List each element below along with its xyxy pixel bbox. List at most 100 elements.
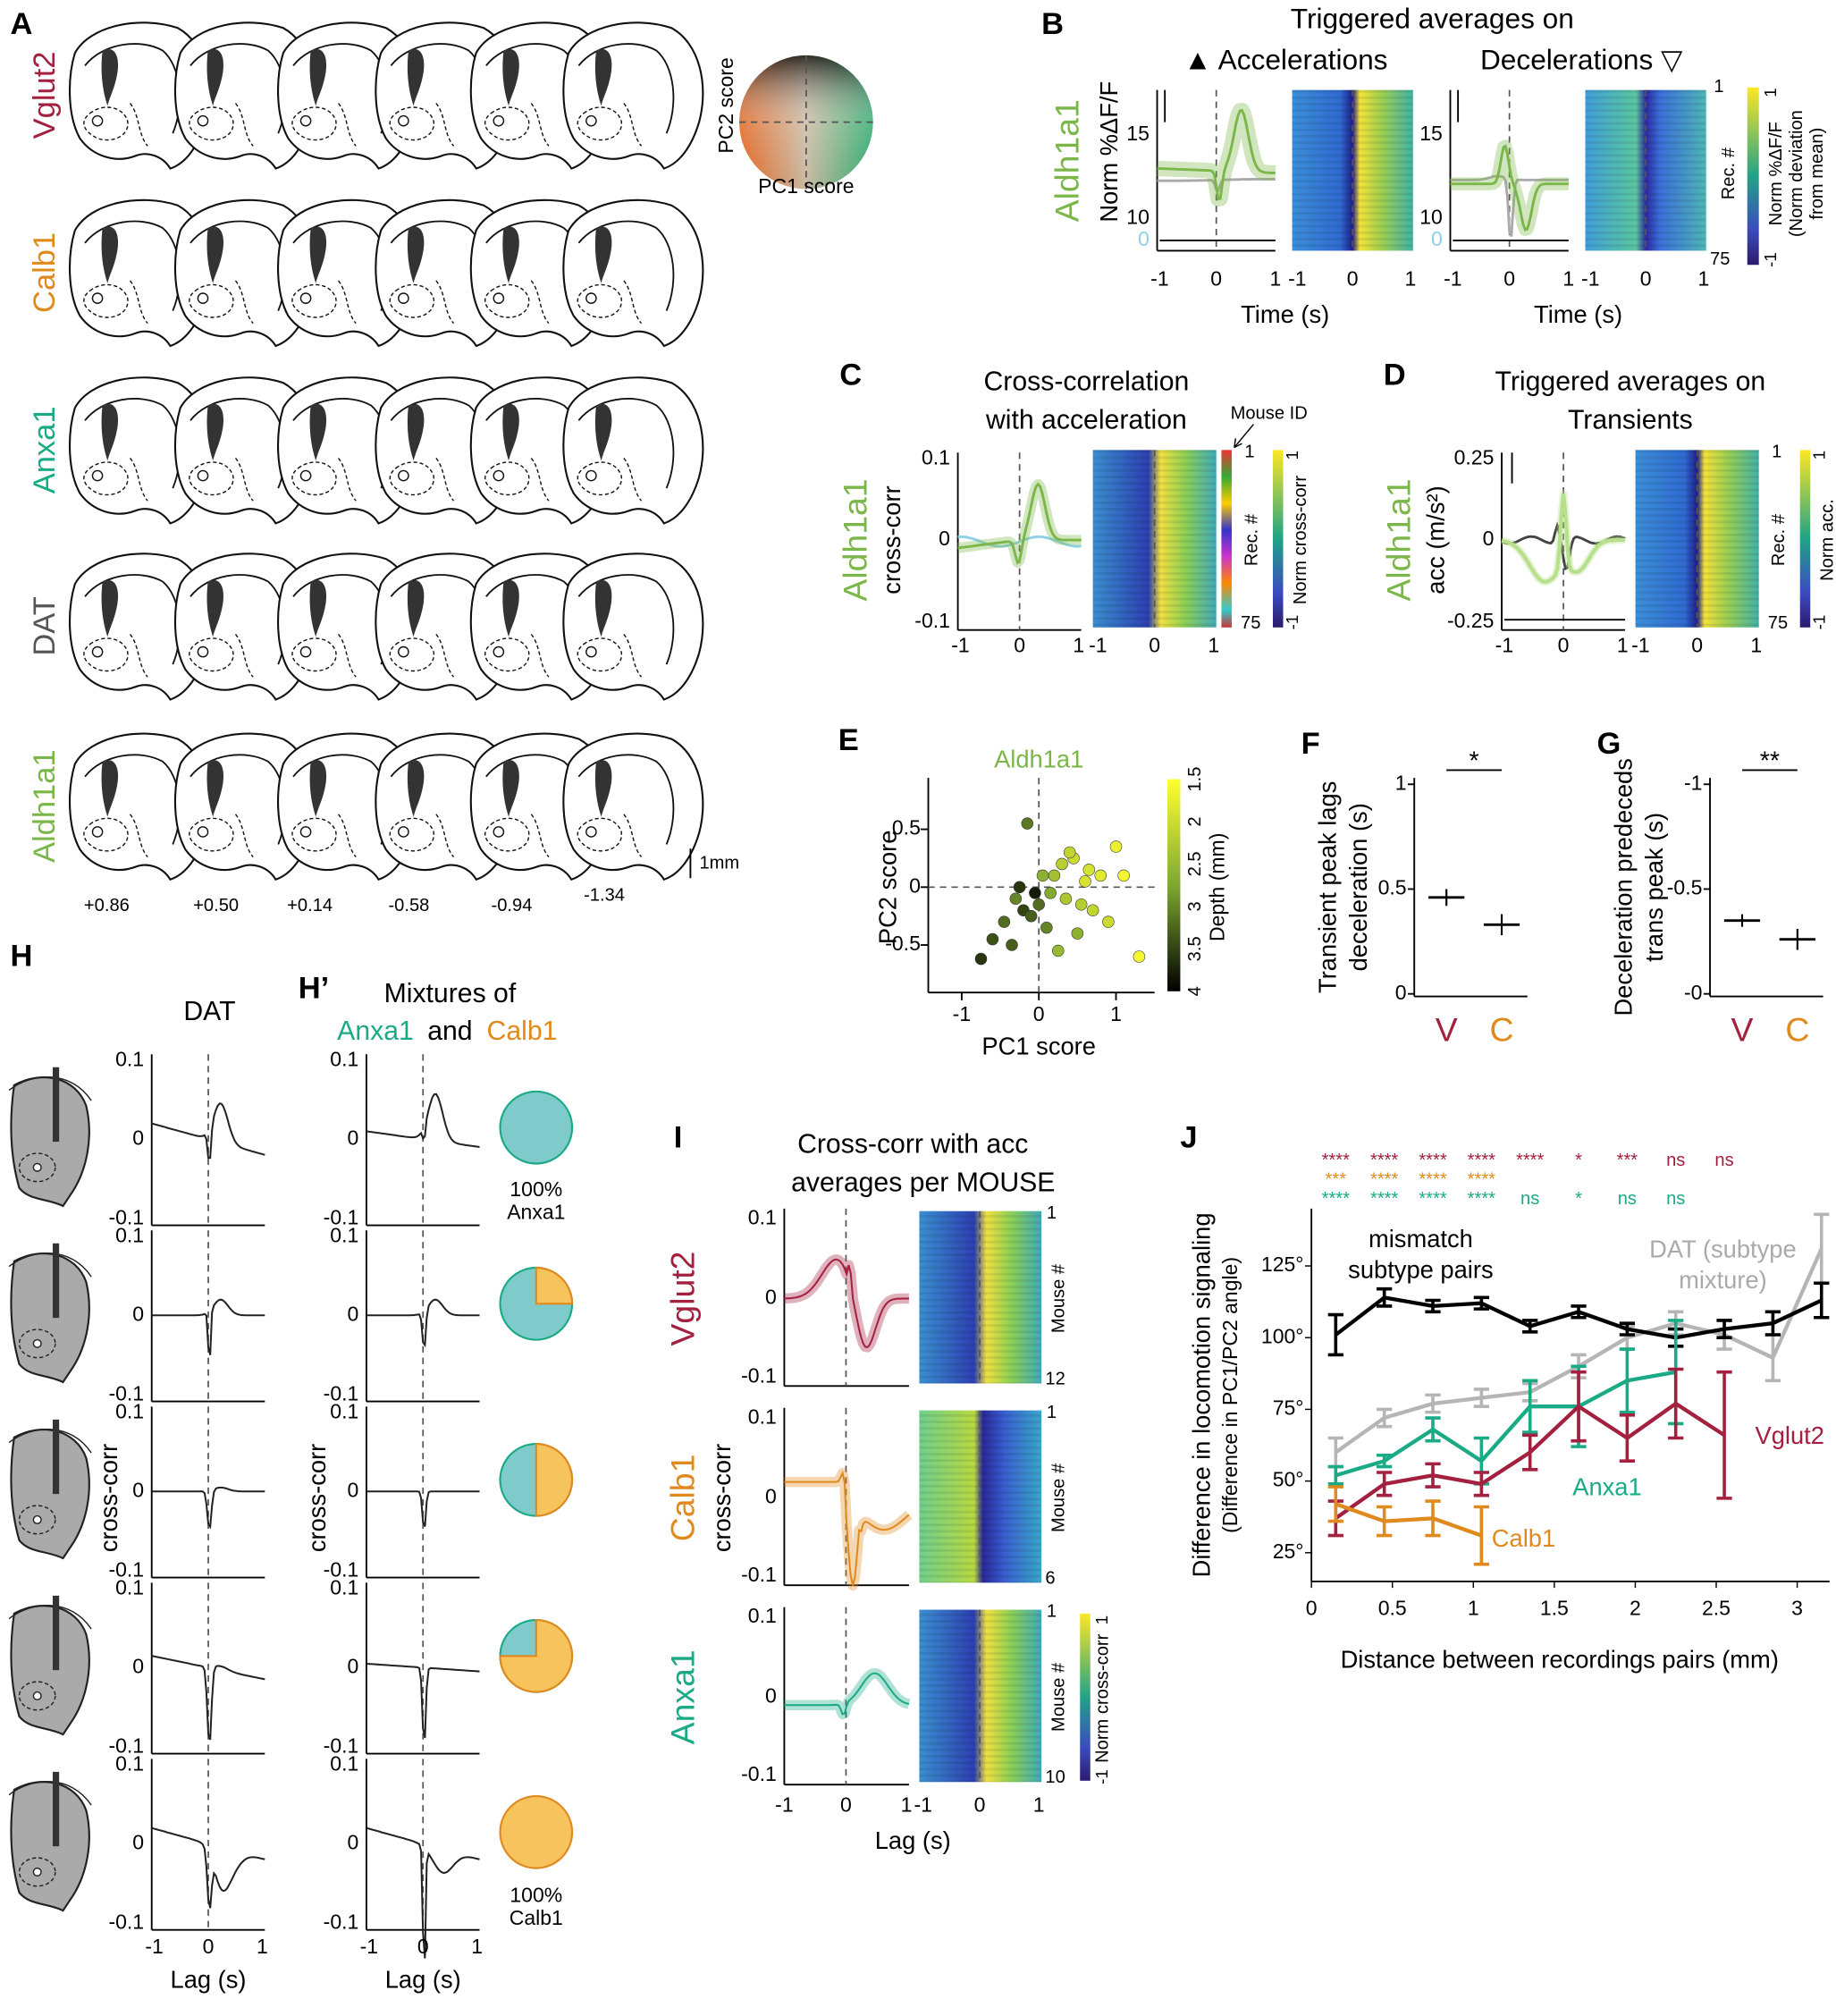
scatter-point <box>1036 869 1049 882</box>
label: 1 <box>1714 77 1723 97</box>
label: -0.1 <box>741 1363 777 1387</box>
label: -1 <box>1495 633 1513 656</box>
label: Lag (s) <box>171 1965 247 1993</box>
scatter-point <box>1009 892 1023 906</box>
label: -1 <box>775 1793 793 1817</box>
label: 2.5 <box>1185 851 1205 876</box>
trace <box>1450 174 1569 237</box>
label: -0.1 <box>741 1762 777 1785</box>
label: Norm %ΔF/F <box>1095 81 1123 223</box>
label: 1 <box>1761 88 1780 97</box>
label: subtype pairs <box>1348 1256 1493 1284</box>
label: -1 <box>1684 771 1702 794</box>
label: 75° <box>1273 1396 1304 1419</box>
label: 1.5 <box>1540 1597 1569 1620</box>
label: PC2 score <box>714 57 737 153</box>
label: 0.1 <box>748 1205 777 1228</box>
error-bar <box>1571 1304 1587 1320</box>
label: 0.1 <box>330 1752 358 1776</box>
label: 1 <box>471 1935 483 1958</box>
label: 1 <box>901 1793 913 1817</box>
label: 1 <box>1810 451 1829 460</box>
pie <box>499 1794 574 1869</box>
scatter-point <box>1024 909 1038 923</box>
scatter-point <box>1032 898 1045 911</box>
label: H <box>11 940 33 974</box>
scatter-point <box>998 915 1011 928</box>
label: -0.1 <box>324 1734 359 1758</box>
colorbar <box>1799 450 1811 628</box>
label: 0 <box>132 1126 144 1149</box>
label: 0 <box>1691 633 1703 656</box>
trace <box>784 1258 909 1348</box>
label: -0.1 <box>914 609 950 632</box>
scatter-point <box>1082 864 1096 876</box>
label: mixture) <box>1679 1266 1767 1294</box>
label: cross-corr <box>95 1444 122 1552</box>
label: 25° <box>1273 1539 1304 1563</box>
label: 0.1 <box>330 1400 358 1423</box>
label: H’ <box>299 971 330 1005</box>
label: -1 <box>1150 267 1168 291</box>
label: 1 <box>1047 1203 1057 1223</box>
error-bar <box>1327 1485 1343 1523</box>
label: DAT <box>183 997 235 1026</box>
label: 0.1 <box>330 1224 358 1247</box>
error-bar <box>1764 1310 1781 1337</box>
label: C <box>1785 1011 1809 1049</box>
label: Time (s) <box>1241 300 1329 328</box>
scatter-point <box>1052 944 1065 957</box>
label: 0.5 <box>1378 1597 1407 1620</box>
label: Lag (s) <box>385 1965 461 1993</box>
scatter-point <box>1013 881 1026 894</box>
mouse-id-strip <box>1221 450 1232 628</box>
series-line <box>1335 1370 1677 1478</box>
error-bar <box>1522 1433 1538 1472</box>
label: 0.1 <box>115 1048 144 1071</box>
label: Rec. # <box>1719 147 1739 199</box>
label: Aldh1a1 <box>836 478 873 601</box>
label: 1 <box>1208 633 1219 656</box>
label: -0.5 <box>1667 876 1703 899</box>
pie-slice <box>535 1266 574 1305</box>
label: Rec. # <box>1769 513 1789 566</box>
label: 75 <box>1241 613 1260 633</box>
probe-schematic <box>7 1771 93 1912</box>
label: Lag (s) <box>875 1826 951 1854</box>
label: Mouse ID <box>1231 403 1308 423</box>
label: -1 <box>953 1002 971 1025</box>
error-bar <box>1668 1367 1684 1440</box>
label: I <box>674 1120 683 1154</box>
label: Triggered averages on <box>1291 2 1574 34</box>
label: 100% <box>510 1883 562 1906</box>
label: 0.1 <box>330 1048 358 1071</box>
label: 0 <box>909 873 921 897</box>
label: Transient peak lags <box>1313 781 1341 993</box>
label: 0.1 <box>330 1576 358 1599</box>
label: ns <box>1714 1151 1733 1170</box>
scatter-point <box>1102 915 1115 928</box>
label: Vglut2 <box>1755 1421 1823 1449</box>
label: 0 <box>203 1935 215 1958</box>
label: Transients <box>1568 406 1693 435</box>
brain-slice <box>562 376 704 525</box>
label: Mouse # <box>1049 1662 1069 1732</box>
label: Cross-correlation <box>984 367 1190 397</box>
label: -0.1 <box>741 1563 777 1586</box>
label: 0 <box>132 1302 144 1325</box>
label: 50° <box>1273 1468 1304 1491</box>
label: -1 <box>1089 633 1107 656</box>
label: 0 <box>417 1935 429 1958</box>
label: 15 <box>1126 122 1150 145</box>
label: J <box>1180 1120 1197 1154</box>
label: DAT (subtype <box>1649 1236 1796 1263</box>
label: cross-corr <box>708 1444 736 1552</box>
label: 0 <box>939 527 950 550</box>
colorbar <box>1167 779 1181 991</box>
label: 1 <box>1033 1793 1045 1817</box>
label: * <box>1575 1151 1582 1170</box>
label: Norm cross-corr <box>1092 1633 1112 1763</box>
label: 1 <box>1617 633 1629 656</box>
label: 15 <box>1419 122 1443 145</box>
label: 0 <box>1503 267 1515 291</box>
